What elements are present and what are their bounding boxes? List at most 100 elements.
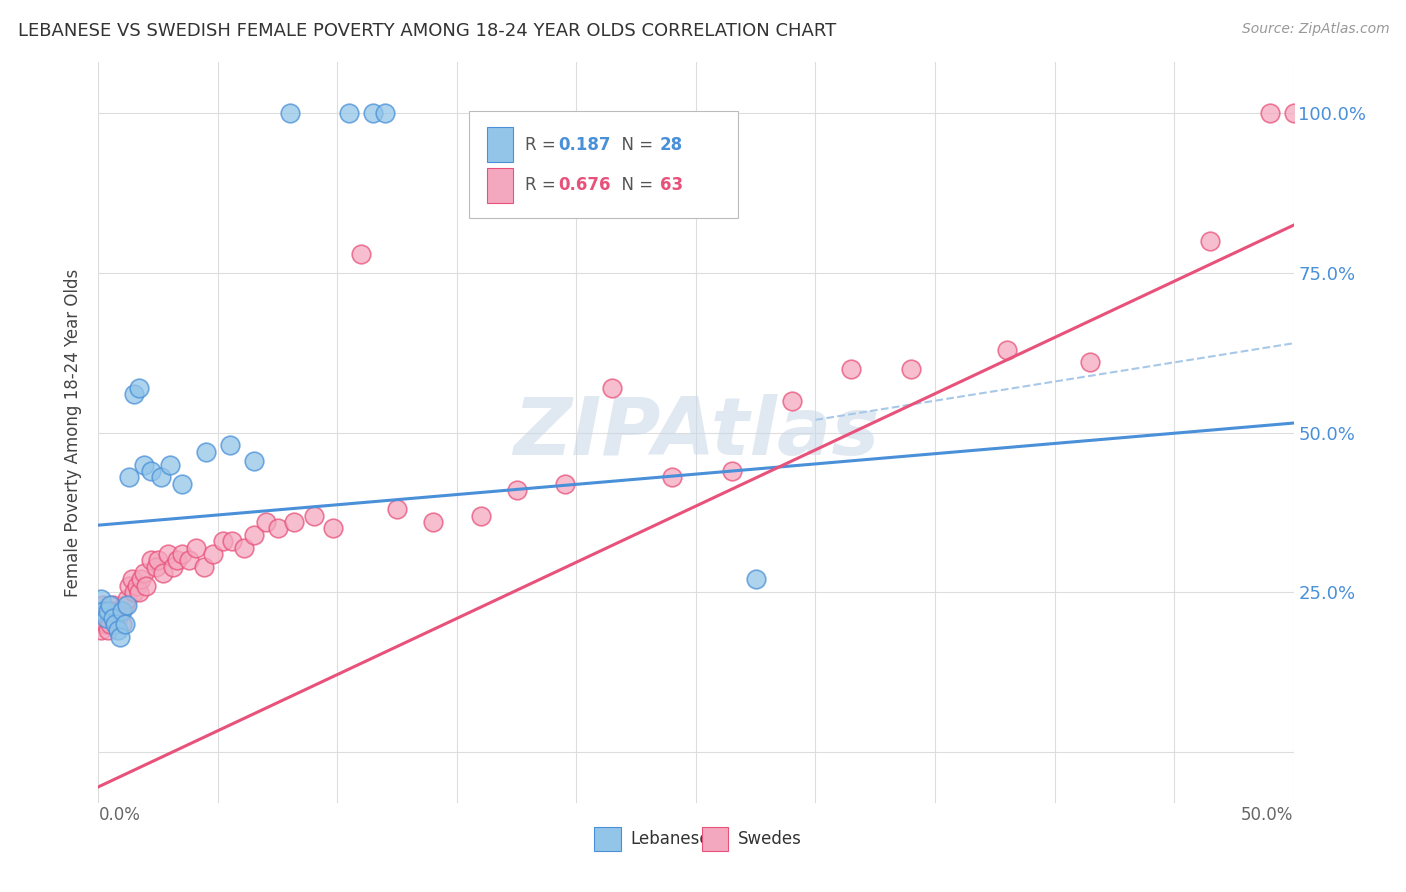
Point: [186, 541, 208, 555]
Point: [131, 573, 153, 587]
Point: [554, 476, 576, 491]
Point: [148, 553, 170, 567]
Point: [172, 547, 194, 561]
FancyBboxPatch shape: [470, 111, 738, 218]
Text: 0.187: 0.187: [558, 136, 612, 153]
Point: [221, 534, 243, 549]
Point: [900, 361, 922, 376]
Point: [278, 106, 301, 120]
Point: [132, 458, 155, 472]
Point: [995, 343, 1018, 357]
Point: [125, 579, 148, 593]
Text: N =: N =: [612, 136, 658, 153]
Point: [374, 106, 396, 120]
Point: [149, 470, 172, 484]
Point: [202, 547, 225, 561]
Point: [350, 247, 373, 261]
Y-axis label: Female Poverty Among 18-24 Year Olds: Female Poverty Among 18-24 Year Olds: [65, 268, 83, 597]
Text: 63: 63: [661, 177, 683, 194]
Point: [132, 566, 155, 580]
Point: [90, 591, 112, 606]
Point: [115, 598, 138, 612]
Text: N =: N =: [612, 177, 658, 194]
Point: [302, 508, 325, 523]
Point: [121, 573, 143, 587]
Point: [211, 534, 233, 549]
Point: [91, 598, 114, 612]
Point: [283, 515, 305, 529]
Point: [139, 553, 162, 567]
Bar: [595, 827, 620, 851]
Point: [128, 585, 150, 599]
Point: [1080, 355, 1102, 369]
Point: [152, 566, 174, 580]
Point: [90, 624, 112, 638]
Point: [193, 559, 215, 574]
Text: R =: R =: [524, 136, 561, 153]
Point: [114, 617, 136, 632]
Point: [267, 521, 290, 535]
Text: R =: R =: [524, 177, 561, 194]
Text: LEBANESE VS SWEDISH FEMALE POVERTY AMONG 18-24 YEAR OLDS CORRELATION CHART: LEBANESE VS SWEDISH FEMALE POVERTY AMONG…: [18, 22, 837, 40]
Point: [124, 585, 146, 599]
Bar: [486, 127, 513, 162]
Point: [339, 106, 361, 120]
Point: [101, 611, 124, 625]
Text: 0.0%: 0.0%: [98, 806, 141, 824]
Text: Source: ZipAtlas.com: Source: ZipAtlas.com: [1241, 22, 1389, 37]
Point: [1282, 106, 1305, 120]
Point: [179, 553, 201, 567]
Point: [118, 579, 141, 593]
Point: [94, 604, 117, 618]
Point: [422, 515, 444, 529]
Point: [363, 106, 385, 120]
Point: [111, 604, 134, 618]
Point: [91, 604, 114, 618]
Point: [243, 454, 266, 468]
Point: [745, 573, 768, 587]
Bar: [702, 827, 728, 851]
Point: [107, 624, 129, 638]
Bar: [486, 168, 513, 203]
Point: [172, 476, 194, 491]
Point: [721, 464, 744, 478]
Point: [128, 381, 150, 395]
Point: [219, 438, 242, 452]
Point: [166, 553, 188, 567]
Text: ZIPAtlas: ZIPAtlas: [513, 393, 879, 472]
Text: 28: 28: [661, 136, 683, 153]
Point: [94, 617, 117, 632]
Point: [780, 393, 803, 408]
Point: [139, 464, 162, 478]
Point: [156, 547, 179, 561]
Point: [104, 604, 127, 618]
Point: [101, 598, 124, 612]
Point: [1258, 106, 1281, 120]
Point: [97, 624, 120, 638]
Point: [159, 458, 181, 472]
Point: [135, 579, 157, 593]
Text: 50.0%: 50.0%: [1241, 806, 1294, 824]
Point: [114, 598, 136, 612]
Point: [145, 559, 167, 574]
Point: [90, 604, 112, 618]
Point: [97, 611, 120, 625]
Point: [98, 617, 122, 632]
Point: [162, 559, 184, 574]
Point: [115, 591, 138, 606]
Point: [841, 361, 863, 376]
Point: [254, 515, 277, 529]
Point: [506, 483, 529, 497]
Point: [661, 470, 683, 484]
Point: [124, 387, 146, 401]
Point: [94, 611, 117, 625]
Point: [104, 617, 127, 632]
Point: [1199, 234, 1222, 248]
Point: [322, 521, 344, 535]
Point: [118, 470, 141, 484]
Point: [233, 541, 256, 555]
Point: [107, 611, 129, 625]
Text: 0.676: 0.676: [558, 177, 612, 194]
Point: [98, 604, 122, 618]
Point: [385, 502, 409, 516]
